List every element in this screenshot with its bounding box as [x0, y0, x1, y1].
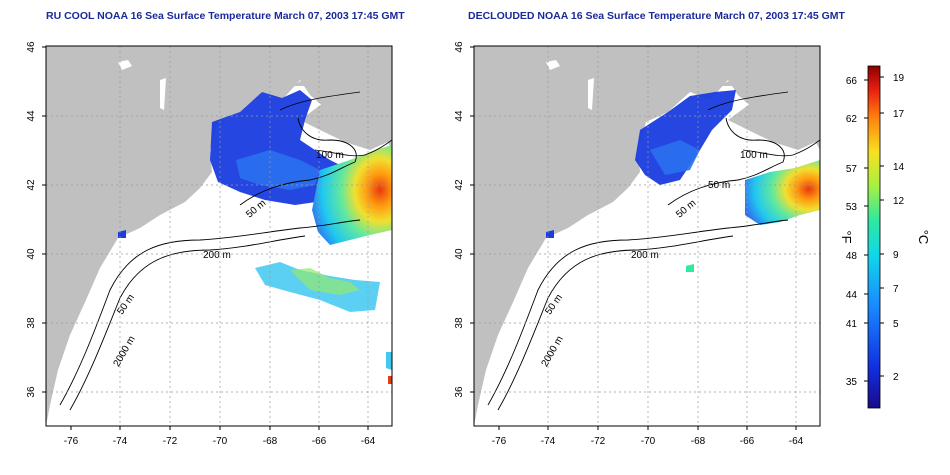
lon-tick: -66: [312, 436, 327, 447]
lat-tick: 46: [26, 41, 37, 53]
lat-tick: 36: [454, 386, 465, 398]
unit-c-label: °C: [916, 230, 931, 245]
f-tick: 35: [846, 377, 858, 388]
lat-tick: 44: [26, 110, 37, 122]
contour-label: 100 m: [316, 150, 344, 161]
c-tick: 9: [893, 250, 899, 261]
lon-tick: -74: [541, 436, 556, 447]
colorbar: 66 62 57 53 48 44 41 35 19 17 14 12 9 7 …: [839, 65, 931, 409]
lat-tick: 38: [26, 317, 37, 329]
left-map: 100 m 50 m 200 m 50 m 2000 m 46 44 42 40…: [26, 41, 393, 447]
f-tick: 66: [846, 76, 858, 87]
lon-tick: -72: [591, 436, 606, 447]
f-tick: 53: [846, 202, 858, 213]
c-tick: 19: [893, 73, 905, 84]
lon-tick: -66: [740, 436, 755, 447]
land-mass: [46, 46, 392, 426]
lon-tick: -68: [263, 436, 278, 447]
f-tick: 57: [846, 164, 858, 175]
lon-tick: -64: [361, 436, 376, 447]
contour-label: 200 m: [631, 250, 659, 261]
c-tick: 12: [893, 196, 905, 207]
lon-tick: -70: [641, 436, 656, 447]
panel-1-title: RU COOL NOAA 16 Sea Surface Temperature …: [46, 10, 405, 22]
f-tick: 44: [846, 290, 858, 301]
contour-label: 200 m: [203, 250, 231, 261]
contour-label: 100 m: [740, 150, 768, 161]
lon-tick: -76: [64, 436, 79, 447]
c-tick: 7: [893, 284, 899, 295]
lat-tick: 42: [454, 179, 465, 191]
panel-2-title: DECLOUDED NOAA 16 Sea Surface Temperatur…: [468, 10, 845, 22]
lat-tick: 44: [454, 110, 465, 122]
c-tick: 14: [893, 162, 905, 173]
lon-tick: -64: [789, 436, 804, 447]
lat-tick: 36: [26, 386, 37, 398]
f-tick: 41: [846, 319, 858, 330]
lon-tick: -76: [492, 436, 507, 447]
c-tick: 5: [893, 319, 899, 330]
lat-tick: 40: [26, 248, 37, 260]
lat-tick: 46: [454, 41, 465, 53]
lon-tick: -70: [213, 436, 228, 447]
lat-tick: 38: [454, 317, 465, 329]
lat-tick: 40: [454, 248, 465, 260]
lon-tick: -68: [691, 436, 706, 447]
contour-label: 50 m: [708, 180, 730, 191]
c-tick: 2: [893, 372, 899, 383]
f-tick: 48: [846, 251, 858, 262]
land-mass: [474, 46, 820, 426]
f-tick: 62: [846, 114, 858, 125]
lat-tick: 42: [26, 179, 37, 191]
lon-tick: -74: [113, 436, 128, 447]
right-map: 100 m 50 m 50 m 200 m 50 m 2000 m 46 44 …: [454, 41, 821, 447]
unit-f-label: °F: [839, 230, 854, 243]
lon-tick: -72: [163, 436, 178, 447]
c-tick: 17: [893, 109, 905, 120]
